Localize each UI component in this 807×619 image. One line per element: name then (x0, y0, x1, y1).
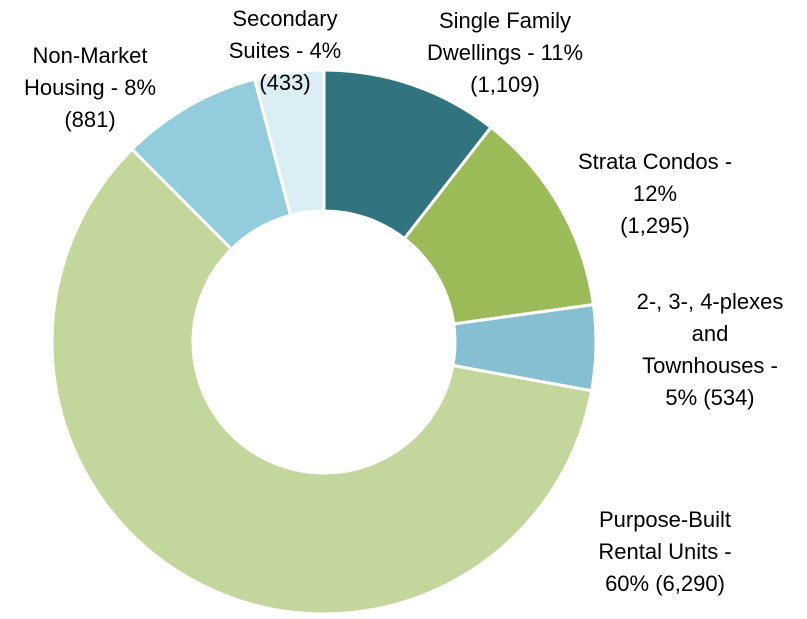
data-label: (1,109) (470, 72, 540, 97)
data-label: Non-Market (33, 43, 148, 68)
data-label: Secondary (232, 6, 337, 31)
data-label: Rental Units - (598, 539, 731, 564)
data-label: (433) (259, 70, 310, 95)
data-label: Dwellings - 11% (427, 40, 583, 65)
slice (402, 125, 596, 326)
slice (252, 68, 326, 218)
data-label: (1,295) (620, 213, 690, 238)
slice (50, 147, 594, 616)
data-label: and (692, 321, 729, 346)
data-label: 60% (6,290) (605, 571, 725, 596)
data-label: Townhouses - (642, 353, 778, 378)
data-label: Single Family (439, 8, 571, 33)
data-label: Suites - 4% (229, 38, 342, 63)
data-label: 2-, 3-, 4-plexes (637, 289, 784, 314)
data-label: Housing - 8% (24, 75, 156, 100)
data-label: Purpose-Built (599, 507, 731, 532)
data-label: Strata Condos - (578, 149, 732, 174)
data-label: 12% (633, 181, 677, 206)
data-label: 5% (534) (665, 385, 754, 410)
data-label: (881) (64, 107, 115, 132)
